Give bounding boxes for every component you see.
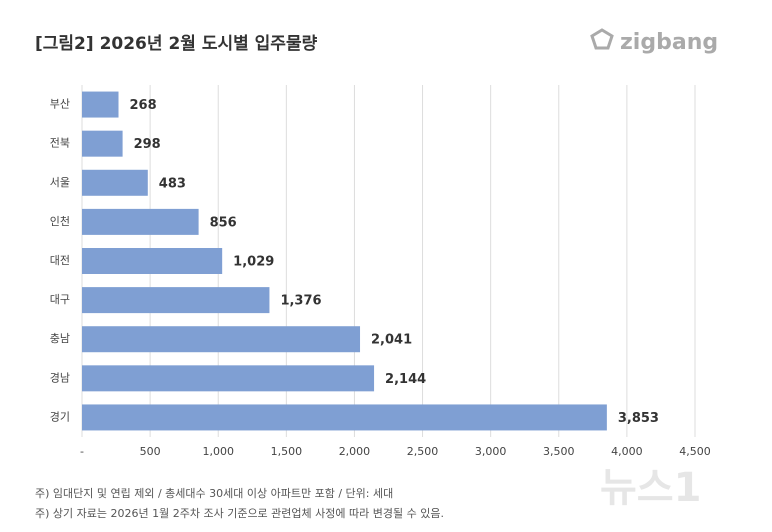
value-label: 3,853: [618, 411, 659, 426]
y-tick-label: 부산: [50, 98, 70, 111]
x-tick-label: 2,000: [339, 445, 371, 458]
value-label: 483: [159, 176, 186, 191]
bar: [82, 248, 223, 274]
bar: [82, 130, 123, 157]
bar: [82, 404, 607, 431]
x-tick-label: 500: [140, 445, 161, 458]
y-tick-label: 충남: [50, 332, 70, 345]
note: 주) 상기 자료는 2026년 1월 2주차 조사 기준으로 관련업체 사정에 …: [35, 506, 444, 520]
value-label: 2,041: [371, 333, 412, 348]
bar: [82, 208, 199, 235]
value-label: 268: [130, 98, 157, 113]
x-tick-label: 1,500: [271, 445, 303, 458]
value-label: 1,376: [280, 294, 321, 309]
chart-title: [그림2] 2026년 2월 도시별 입주물량: [35, 34, 318, 54]
y-tick-label: 경기: [50, 410, 70, 423]
bar: [82, 365, 375, 392]
bar: [82, 169, 148, 196]
x-tick-label: 3,000: [475, 445, 507, 458]
value-label: 2,144: [385, 372, 426, 387]
bar: [82, 91, 119, 118]
y-tick-label: 대전: [50, 254, 70, 267]
y-tick-label: 전북: [50, 137, 70, 150]
bar: [82, 287, 270, 314]
x-tick-label: 2,500: [407, 445, 439, 458]
y-tick-label: 대구: [50, 293, 70, 306]
logo: zigbang: [590, 28, 718, 55]
value-label: 298: [134, 137, 161, 152]
y-tick-label: 인천: [50, 214, 70, 228]
y-tick-label: 경남: [50, 371, 70, 384]
x-tick-label: 1,000: [202, 445, 234, 458]
bar: [82, 326, 361, 353]
note: 주) 임대단지 및 연립 제외 / 총세대수 30세대 이상 아파트만 포함 /…: [35, 487, 393, 500]
x-tick-label: 4,000: [611, 445, 643, 458]
y-tick-label: 서울: [50, 176, 70, 189]
logo-text: zigbang: [620, 30, 718, 55]
value-label: 856: [210, 215, 237, 230]
value-label: 1,029: [233, 255, 274, 270]
x-tick-label: -: [80, 445, 84, 458]
logo-icon: [590, 28, 614, 50]
watermark: 뉴스1: [600, 465, 701, 511]
x-tick-label: 3,500: [543, 445, 575, 458]
x-tick-label: 4,500: [679, 445, 711, 458]
